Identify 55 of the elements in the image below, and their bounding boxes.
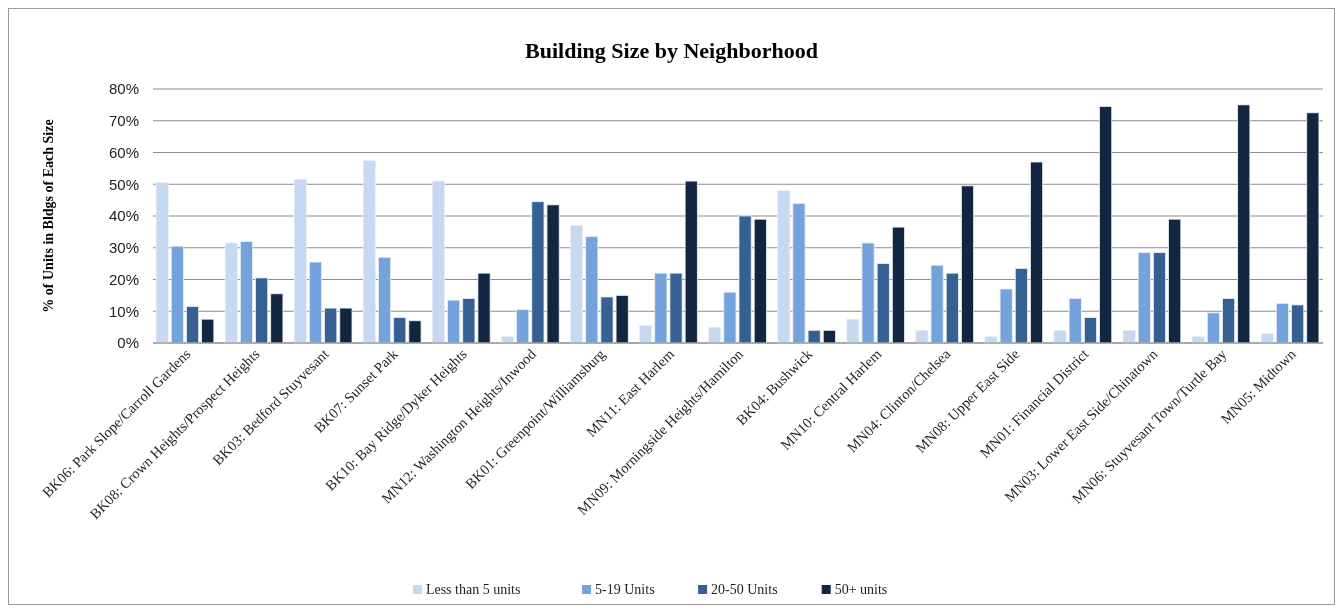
- y-tick-label: 60%: [108, 143, 139, 161]
- bar: [293, 179, 307, 344]
- y-tick-label: 80%: [108, 80, 139, 98]
- bar: [324, 307, 338, 344]
- bar: [1122, 329, 1136, 344]
- bar: [155, 182, 169, 344]
- bar: [639, 325, 653, 344]
- bar: [1153, 252, 1166, 344]
- legend-label: 50+ units: [834, 582, 888, 597]
- y-axis-title: % of Units in Bldgs of Each Size: [41, 119, 56, 313]
- bar: [961, 185, 974, 344]
- bar: [1206, 312, 1220, 344]
- bar: [1275, 302, 1289, 344]
- bar: [1306, 112, 1320, 344]
- y-tick-label: 70%: [108, 112, 139, 129]
- legend-label: 5-19 Units: [595, 582, 655, 597]
- legend-label: 20-50 Units: [711, 582, 778, 597]
- y-tick-label: 40%: [108, 207, 139, 225]
- y-tick-label: 10%: [108, 302, 139, 320]
- bar: [516, 309, 530, 344]
- bar: [255, 277, 269, 344]
- bar: [1222, 298, 1236, 344]
- bar: [447, 299, 461, 344]
- bar: [339, 307, 353, 344]
- bar: [201, 318, 215, 344]
- bar: [431, 180, 445, 344]
- bar: [1191, 336, 1205, 344]
- bar: [224, 242, 238, 344]
- bar: [945, 272, 959, 344]
- bar: [1099, 106, 1113, 344]
- bar: [378, 256, 392, 344]
- bar: [1260, 333, 1274, 344]
- bar: [708, 326, 722, 344]
- y-tick-label: 50%: [108, 175, 139, 193]
- bar: [891, 226, 905, 344]
- bar: [1030, 161, 1044, 344]
- bar: [1083, 317, 1097, 344]
- bar: [270, 293, 284, 344]
- y-tick-label: 30%: [108, 239, 139, 256]
- bar: [1014, 267, 1028, 344]
- bar: [1291, 304, 1305, 344]
- bar: [1137, 252, 1151, 344]
- bar: [1237, 104, 1251, 344]
- bar: [186, 306, 200, 344]
- bar: [239, 241, 253, 344]
- bar: [362, 160, 376, 344]
- bar: [170, 245, 184, 344]
- y-tick-label: 0%: [117, 334, 139, 352]
- y-tick-label: 20%: [108, 270, 139, 288]
- legend-label: Less than 5 units: [425, 582, 521, 597]
- bar: [309, 261, 322, 344]
- bar: [1168, 218, 1182, 344]
- chart-title: Building Size by Neighborhood: [525, 38, 818, 63]
- bar: [570, 225, 584, 344]
- bar: [753, 218, 767, 344]
